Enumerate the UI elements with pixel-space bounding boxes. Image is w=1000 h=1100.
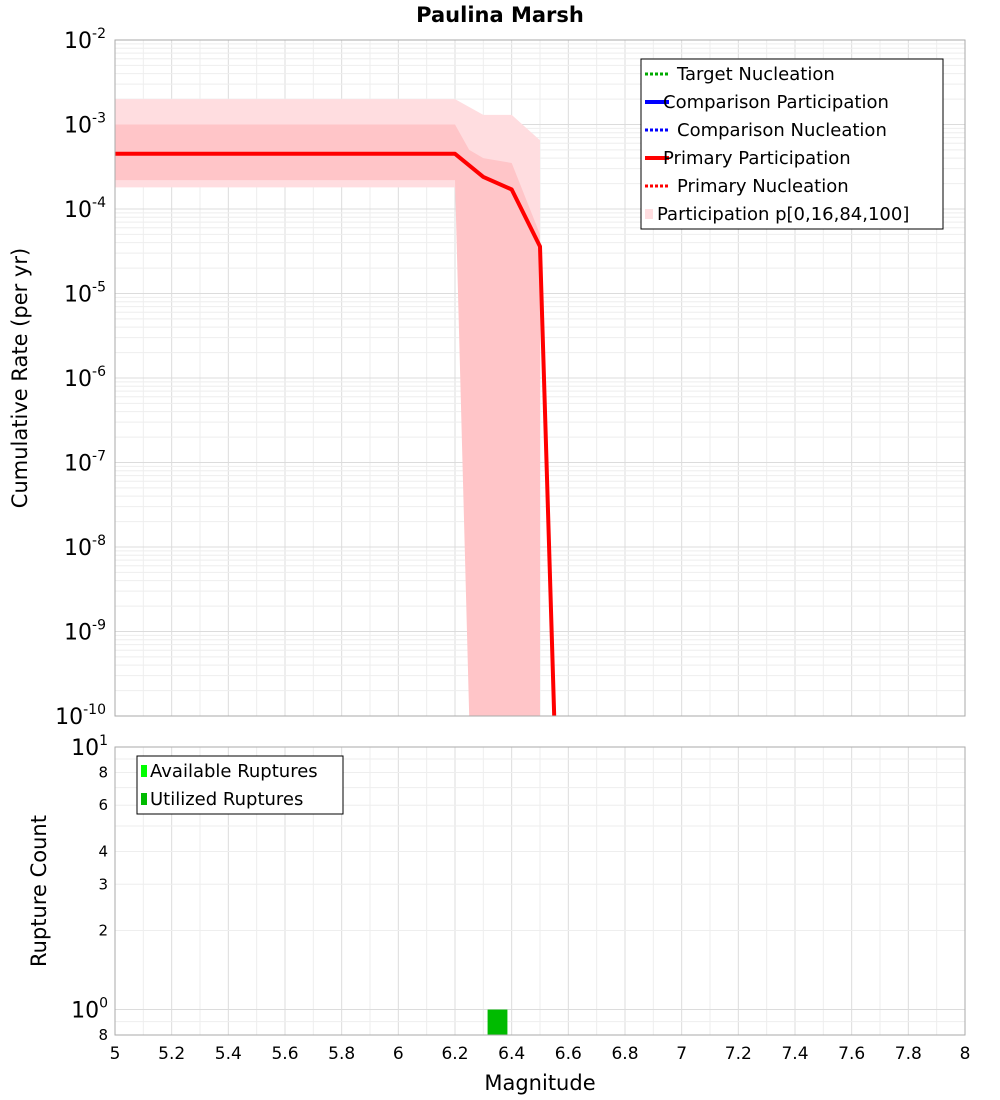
bottom-panel: 101 8 6 4 3 2 100 8 Rupture Count Available Rup… [27,733,966,1044]
x-tick-label: 5.8 [328,1044,355,1064]
legend-swatch [141,765,147,777]
x-tick-label: 6.4 [498,1044,525,1064]
y-tick-label: 101 [71,733,108,761]
y-tick-label: 10-7 [64,449,106,477]
legend-swatch [645,209,653,219]
legend-box [640,58,944,230]
x-tick-label: 6.8 [611,1044,638,1064]
x-tick-label: 7.6 [838,1044,865,1064]
legend-label: Comparison Nucleation [677,120,887,141]
x-tick-label: 5.2 [158,1044,185,1064]
y-tick-label: 10-6 [64,364,106,392]
y-tick-label: 8 [98,1026,108,1044]
legend-label: Utilized Ruptures [150,789,303,810]
bottom-bars [487,1009,508,1035]
bottom-legend: Available Ruptures Utilized Ruptures [136,755,344,815]
y-tick-label: 8 [98,763,108,781]
top-y-ticks: 10-2 10-3 10-4 10-5 10-6 10-7 10-8 10-9 10-10 [55,26,106,730]
x-tick-label: 7 [676,1044,687,1064]
top-legend: Target Nucleation Comparison Participatio… [640,58,944,230]
y-tick-label: 4 [98,842,108,860]
y-tick-label: 2 [98,922,108,940]
y-tick-label: 3 [98,875,108,893]
y-tick-label: 10-9 [64,618,106,646]
x-axis-label: Magnitude [484,1071,595,1095]
y-tick-label: 6 [98,796,108,814]
x-tick-label: 7.2 [725,1044,752,1064]
y-tick-label: 100 [71,996,108,1024]
series-line-primary-nucleation [115,152,556,717]
x-tick-label: 6 [393,1044,404,1064]
top-plot-border [114,39,966,717]
x-tick-label: 8 [960,1044,971,1064]
legend-label: Comparison Participation [663,92,889,113]
legend-label: Participation p[0,16,84,100] [657,204,909,225]
y-tick-label: 10-8 [64,533,106,561]
x-tick-label: 5 [110,1044,121,1064]
y-tick-label: 10-2 [64,26,106,54]
bar-utilized-ruptures [487,1009,508,1035]
y-tick-label: 10-10 [55,702,106,730]
top-y-axis-label: Cumulative Rate (per yr) [8,248,32,508]
legend-label: Primary Participation [663,148,851,169]
chart-title: Paulina Marsh [416,3,584,27]
top-panel: 10-2 10-3 10-4 10-5 10-6 10-7 10-8 10-9 10-10 Cu… [8,26,966,730]
legend-label: Target Nucleation [676,64,835,85]
x-tick-label: 5.4 [215,1044,242,1064]
y-tick-label: 10-4 [64,195,106,223]
top-lines [115,151,557,717]
x-tick-label: 7.4 [781,1044,808,1064]
x-tick-label: 7.8 [895,1044,922,1064]
legend-swatch [141,793,147,805]
x-tick-label: 5.6 [271,1044,298,1064]
bottom-y-axis-label: Rupture Count [27,815,51,967]
legend-label: Available Ruptures [150,761,318,782]
y-tick-label: 10-5 [64,280,106,308]
x-tick-label: 6.2 [441,1044,468,1064]
bottom-plot-border [114,746,966,1036]
x-ticks: 5 5.2 5.4 5.6 5.8 6 6.2 6.4 6.6 6.8 7 7.2 7.4 7.6 7.8 8 [110,1044,971,1064]
bottom-y-ticks: 101 8 6 4 3 2 100 8 [71,733,108,1044]
x-tick-label: 6.6 [555,1044,582,1064]
legend-box [136,755,344,815]
y-tick-label: 10-3 [64,111,106,139]
legend-label: Primary Nucleation [677,176,849,197]
